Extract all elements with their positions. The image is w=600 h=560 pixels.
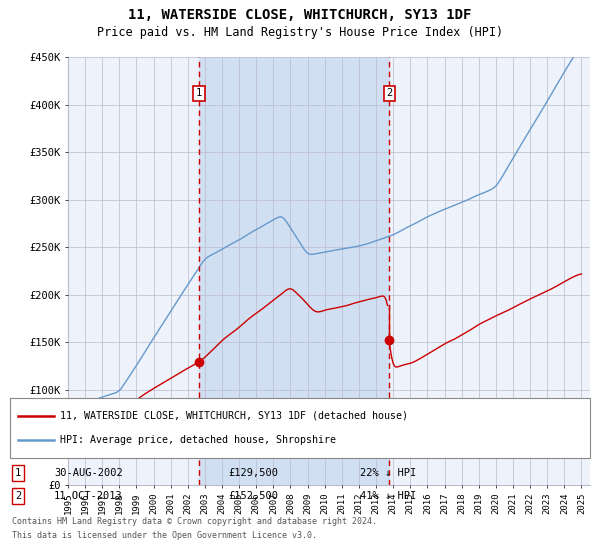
Text: Contains HM Land Registry data © Crown copyright and database right 2024.: Contains HM Land Registry data © Crown c…: [12, 517, 377, 526]
Text: 41% ↓ HPI: 41% ↓ HPI: [360, 491, 416, 501]
Text: HPI: Average price, detached house, Shropshire: HPI: Average price, detached house, Shro…: [60, 435, 336, 445]
Text: 1: 1: [196, 88, 202, 99]
Text: 1: 1: [15, 468, 21, 478]
Text: 2: 2: [15, 491, 21, 501]
Text: 11-OCT-2013: 11-OCT-2013: [54, 491, 123, 501]
Bar: [199, 57, 389, 485]
Text: Price paid vs. HM Land Registry's House Price Index (HPI): Price paid vs. HM Land Registry's House …: [97, 26, 503, 39]
Text: 2: 2: [386, 88, 392, 99]
Text: 22% ↓ HPI: 22% ↓ HPI: [360, 468, 416, 478]
Text: This data is licensed under the Open Government Licence v3.0.: This data is licensed under the Open Gov…: [12, 531, 317, 540]
Text: 11, WATERSIDE CLOSE, WHITCHURCH, SY13 1DF (detached house): 11, WATERSIDE CLOSE, WHITCHURCH, SY13 1D…: [60, 411, 408, 421]
Text: £129,500: £129,500: [228, 468, 278, 478]
Text: 30-AUG-2002: 30-AUG-2002: [54, 468, 123, 478]
Text: £152,500: £152,500: [228, 491, 278, 501]
Text: 11, WATERSIDE CLOSE, WHITCHURCH, SY13 1DF: 11, WATERSIDE CLOSE, WHITCHURCH, SY13 1D…: [128, 8, 472, 22]
